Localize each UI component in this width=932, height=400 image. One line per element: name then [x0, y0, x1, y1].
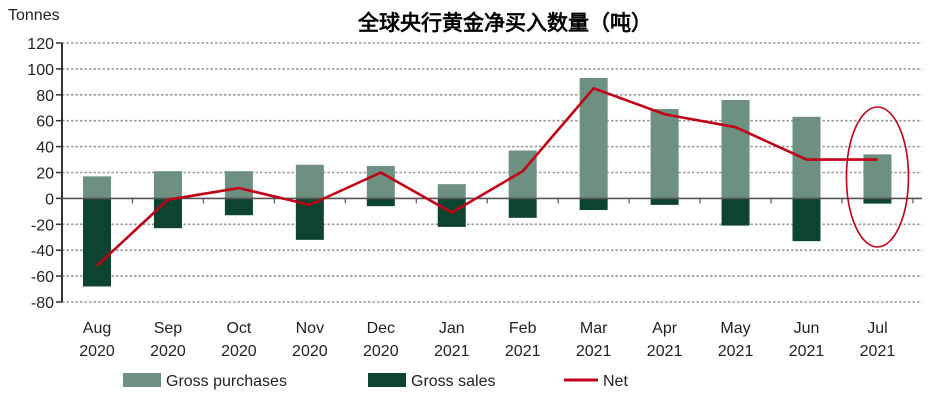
bar-gross-purchases — [437, 184, 466, 199]
y-tick-label: 0 — [45, 191, 54, 208]
x-tick-label-year: 2020 — [292, 343, 328, 360]
x-tick-label-month: Jul — [867, 320, 887, 337]
x-tick-label-month: Jan — [439, 320, 465, 337]
y-tick-label: 20 — [36, 166, 54, 183]
bar-gross-sales — [863, 198, 892, 204]
x-tick-label-year: 2021 — [576, 343, 612, 360]
bar-gross-sales — [153, 198, 182, 229]
bar-gross-purchases — [579, 77, 608, 199]
chart-title: 全球央行黄金净买入数量（吨） — [357, 11, 652, 35]
bar-gross-purchases — [153, 171, 182, 199]
bar-gross-purchases — [295, 164, 324, 199]
bar-gross-purchases — [863, 154, 892, 199]
net-line — [96, 87, 878, 267]
x-tick-label-year: 2021 — [505, 343, 541, 360]
x-tick-label-month: Sep — [154, 320, 183, 337]
x-tick-label-month: Nov — [296, 320, 324, 337]
bar-gross-sales — [224, 198, 253, 216]
y-tick-label: 100 — [27, 62, 54, 79]
bar-gross-purchases — [366, 166, 395, 199]
x-tick-label-month: Feb — [509, 320, 537, 337]
bar-gross-sales — [83, 198, 111, 287]
y-tick-label: 60 — [36, 114, 54, 131]
legend-label-net: Net — [603, 373, 628, 390]
x-tick-label-month: Jun — [794, 320, 820, 337]
bar-gross-purchases — [721, 99, 750, 199]
x-tick-label-year: 2020 — [150, 343, 186, 360]
bar-gross-purchases — [83, 176, 111, 199]
x-tick-label-month: May — [720, 320, 750, 337]
x-tick-label-month: Apr — [652, 320, 678, 337]
legend-label-gross-purchases: Gross purchases — [166, 373, 287, 390]
bar-gross-purchases — [792, 116, 821, 199]
x-tick-label-month: Aug — [83, 320, 111, 337]
y-tick-label: -40 — [31, 243, 54, 260]
x-tick-label-month: Oct — [226, 320, 251, 337]
legend-swatch-gross-sales — [368, 373, 406, 387]
bar-gross-sales — [579, 198, 608, 211]
x-tick-label-year: 2021 — [860, 343, 896, 360]
x-tick-label-year: 2021 — [434, 343, 470, 360]
x-tick-label-year: 2021 — [718, 343, 754, 360]
y-tick-label: -20 — [31, 217, 54, 234]
x-tick-label-year: 2020 — [79, 343, 115, 360]
highlight-ellipse — [845, 106, 910, 248]
x-tick-label-year: 2021 — [789, 343, 825, 360]
bar-gross-purchases — [650, 109, 679, 199]
bar-gross-purchases — [508, 150, 537, 199]
y-tick-label: -80 — [31, 295, 54, 312]
x-tick-label-year: 2021 — [647, 343, 683, 360]
legend-label-gross-sales: Gross sales — [411, 373, 495, 390]
legend-swatch-gross-purchases — [123, 373, 161, 387]
legend: Gross purchases Gross sales Net — [123, 373, 628, 390]
x-tick-label-month: Mar — [580, 320, 608, 337]
bar-gross-sales — [650, 198, 679, 205]
y-tick-label: 40 — [36, 140, 54, 157]
bar-gross-sales — [721, 198, 750, 226]
bar-gross-sales — [366, 198, 395, 207]
y-tick-label: 80 — [36, 88, 54, 105]
y-tick-label: 120 — [27, 36, 54, 53]
x-tick-label-year: 2020 — [221, 343, 257, 360]
x-tick-label-month: Dec — [367, 320, 395, 337]
bar-gross-sales — [508, 198, 537, 218]
y-tick-label: -60 — [31, 269, 54, 286]
bar-gross-purchases — [224, 171, 253, 199]
x-tick-label-year: 2020 — [363, 343, 399, 360]
bar-gross-sales — [792, 198, 821, 242]
y-axis-label: Tonnes — [8, 7, 60, 24]
